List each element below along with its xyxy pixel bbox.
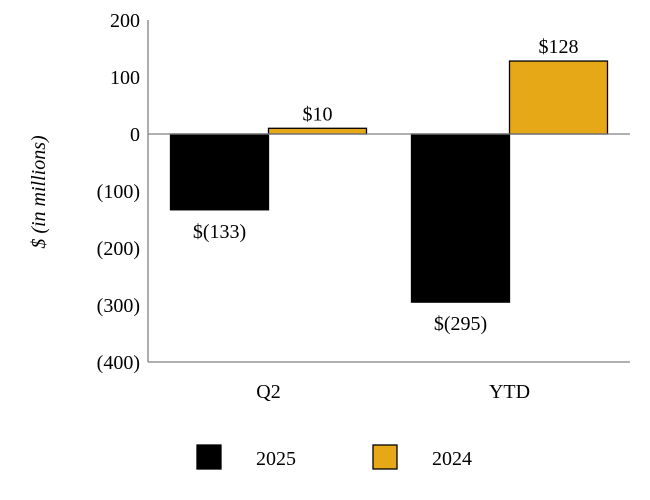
x-category-label: Q2: [256, 381, 280, 403]
x-category-label: YTD: [489, 381, 530, 403]
data-labels: $(133) $10 $(295) $128: [193, 36, 579, 335]
y-tick-label: 100: [110, 67, 140, 89]
y-axis-ticks: 200 100 0 (100) (200) (300) (400): [97, 10, 140, 374]
y-tick-label: (200): [97, 238, 140, 260]
bar-2025-YTD: [410, 133, 511, 303]
y-tick-label: (300): [97, 295, 140, 317]
y-axis-label: $ (in millions): [28, 135, 50, 249]
data-label-2025-YTD: $(295): [434, 313, 487, 335]
bar-2025-Q2: [169, 133, 270, 211]
y-tick-label: 200: [110, 10, 140, 32]
data-label-2024-Q2: $10: [303, 103, 333, 125]
legend-swatch-2025: [196, 444, 222, 470]
y-tick-label: (400): [97, 352, 140, 374]
data-label-2024-YTD: $128: [539, 36, 579, 58]
bars: [169, 60, 609, 303]
bar-2024-YTD: [508, 60, 609, 135]
category-labels: Q2 YTD: [256, 381, 530, 403]
legend-swatch-2024: [372, 444, 398, 470]
data-label-2025-Q2: $(133): [193, 221, 246, 243]
legend: 2025 2024: [196, 444, 472, 470]
legend-label-2024: 2024: [432, 448, 472, 470]
y-tick-label: 0: [130, 124, 140, 146]
y-tick-label: (100): [97, 181, 140, 203]
legend-label-2025: 2025: [256, 448, 296, 470]
bar-2024-Q2: [267, 127, 368, 135]
